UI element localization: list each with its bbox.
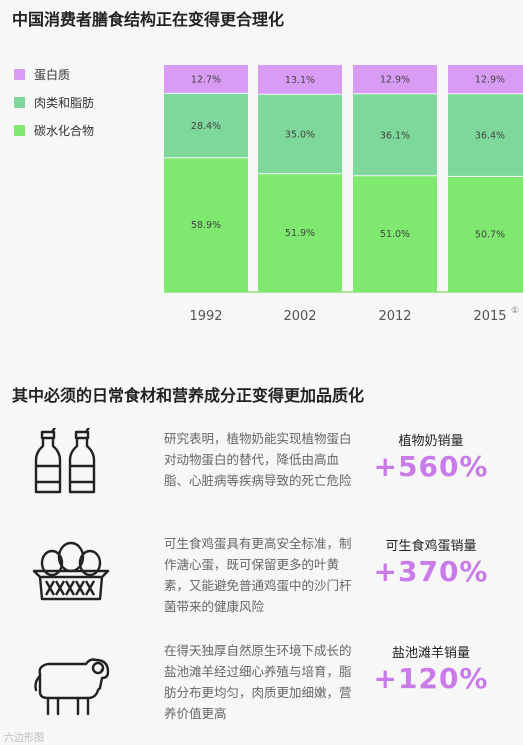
legend-item-meat-fat: 肉类和脂肪 — [14, 94, 94, 110]
data-label-2015-2: 12.9% — [475, 75, 505, 86]
legend-swatch-carbs — [14, 124, 25, 136]
x-tick-label-2015: 2015 — [473, 309, 506, 324]
data-label-2002-2: 13.1% — [285, 75, 315, 86]
bar-segment-2015-0 — [448, 176, 523, 292]
data-label-2015-0: 50.7% — [475, 229, 505, 240]
legend-label-carbs: 碳水化合物 — [34, 123, 95, 138]
milk-bottles-icon — [34, 428, 96, 494]
feature-value: +560% — [373, 450, 489, 483]
bar-segment-1992-1 — [164, 93, 248, 158]
feature-label: 植物奶销量 — [398, 434, 464, 449]
feature-tan-sheep: 在得天独厚自然原生环境下成长的盐池滩羊经过细心养殖与培育，脂肪分布更均匀，肉质更… — [0, 640, 523, 740]
bar-segment-2002-1 — [258, 94, 342, 174]
legend-item-protein: 蛋白质 — [14, 66, 94, 82]
feature-value: +120% — [373, 662, 489, 695]
feature-description: 在得天独厚自然原生环境下成长的盐池滩羊经过细心养殖与培育，脂肪分布更均匀，肉质更… — [164, 643, 352, 721]
data-label-2002-1: 35.0% — [285, 129, 315, 140]
bar-segment-2012-2 — [353, 65, 437, 94]
sheep-icon — [34, 658, 110, 716]
bar-segment-2015-1 — [448, 94, 523, 176]
data-label-2015-1: 36.4% — [475, 131, 505, 142]
watermark-text: 六边形图 — [4, 733, 44, 744]
feature-plant-milk: 研究表明，植物奶能实现植物蛋白对动物蛋白的替代，降低由高血脂、心脏病等疾病导致的… — [0, 428, 523, 528]
data-label-1992-1: 28.4% — [191, 121, 221, 132]
feature-value: +370% — [373, 555, 489, 588]
data-label-1992-2: 12.7% — [191, 74, 221, 85]
bar-segment-2012-0 — [353, 176, 437, 292]
legend-label-protein: 蛋白质 — [34, 67, 71, 82]
x-tick-label-2012: 2012 — [378, 309, 411, 324]
x-tick-label-2002: 2002 — [283, 309, 316, 324]
data-label-2002-0: 51.9% — [285, 228, 315, 239]
bar-segment-2002-0 — [258, 174, 342, 292]
feature-label: 可生食鸡蛋销量 — [385, 539, 477, 554]
feature-description: 可生食鸡蛋具有更高安全标准，制作溏心蛋，既可保留更多的叶黄素，又能避免普通鸡蛋中… — [164, 536, 352, 614]
data-label-2012-2: 12.9% — [380, 75, 410, 86]
chart-title: 中国消费者膳食结构正在变得更合理化 — [12, 10, 285, 29]
bar-segment-1992-2 — [164, 65, 248, 93]
legend: 蛋白质 肉类和脂肪 碳水化合物 — [14, 66, 94, 150]
bar-segment-2002-2 — [258, 65, 342, 94]
bar-segment-1992-0 — [164, 158, 248, 292]
legend-swatch-protein — [14, 68, 25, 80]
egg-basket-icon — [32, 541, 110, 601]
bar-segment-2015-2 — [448, 65, 523, 94]
legend-label-meat-fat: 肉类和脂肪 — [34, 95, 95, 110]
bar-segment-2012-1 — [353, 94, 437, 176]
data-label-1992-0: 58.9% — [191, 220, 221, 231]
x-tick-label-1992: 1992 — [189, 309, 222, 324]
feature-label: 盐池滩羊销量 — [391, 646, 470, 661]
legend-swatch-meat-fat — [14, 96, 25, 108]
data-label-2012-0: 51.0% — [380, 229, 410, 240]
data-label-2012-1: 36.1% — [380, 130, 410, 141]
section-title: 其中必须的日常食材和营养成分正变得更加品质化 — [12, 386, 365, 405]
feature-raw-eggs: 可生食鸡蛋具有更高安全标准，制作溏心蛋，既可保留更多的叶黄素，又能避免普通鸡蛋中… — [0, 533, 523, 633]
footnote-marker: ① — [511, 306, 519, 316]
feature-description: 研究表明，植物奶能实现植物蛋白对动物蛋白的替代，降低由高血脂、心脏病等疾病导致的… — [164, 431, 352, 488]
stacked-bar-chart: 58.9% 28.4% 12.7% 1992 51.9% 35.0% 13.1% 2002 51… — [164, 65, 523, 324]
legend-item-carbs: 碳水化合物 — [14, 122, 94, 138]
